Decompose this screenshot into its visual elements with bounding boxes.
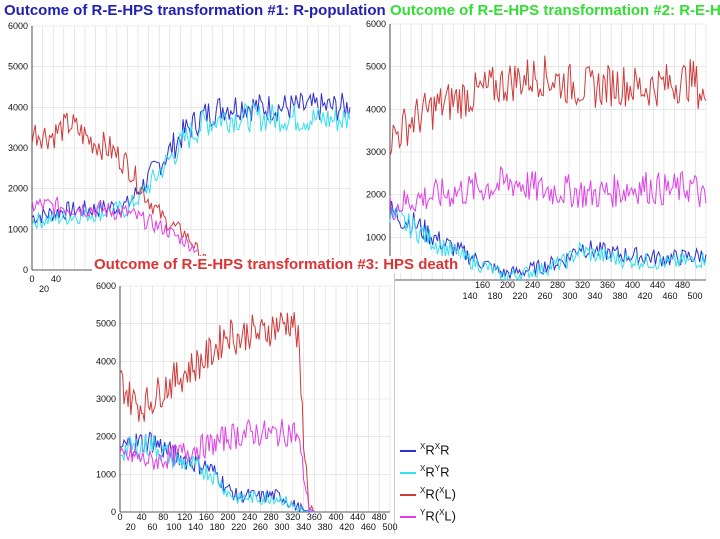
x-tick-label: 260 (253, 522, 268, 532)
x-tick-label: 460 (361, 522, 376, 532)
series-line-xRxR (31, 92, 351, 225)
x-tick-label: 220 (512, 291, 527, 301)
x-tick-label: 140 (188, 522, 203, 532)
series-line-xRyR (119, 434, 315, 514)
y-tick-label: 4000 (366, 104, 386, 114)
y-tick-label: 6000 (366, 19, 386, 29)
x-tick-label: 180 (210, 522, 225, 532)
x-tick-label: 400 (625, 280, 640, 290)
chart3-panel: 0 1000 2000 3000 4000 5000 6000 0 20 40 60 80 100 120… (90, 272, 398, 534)
chart1-panel: 0 1000 2000 3000 4000 5000 6000 0 20 40 (0, 18, 365, 300)
legend: XRXR XRYR XR(XL) YR(XL) (398, 440, 508, 528)
x-tick-label: 300 (274, 522, 289, 532)
x-tick-label: 40 (51, 274, 61, 284)
x-tick-label: 20 (39, 284, 49, 294)
x-tick-label: 420 (339, 522, 354, 532)
y-tick-label: 1000 (366, 232, 386, 242)
legend-swatch (400, 516, 416, 518)
x-tick-label: 60 (147, 522, 157, 532)
x-tick-label: 200 (500, 280, 515, 290)
x-tick-label: 260 (537, 291, 552, 301)
y-tick-label: 6000 (96, 281, 116, 291)
legend-item-xRxR: XRXR (398, 440, 508, 462)
chart3-plot: 0 1000 2000 3000 4000 5000 6000 0 20406080100120… (96, 281, 398, 532)
chart1-title: Outcome of R-E-HPS transformation #1: R-… (4, 2, 386, 19)
y-tick-label: 4000 (96, 356, 116, 366)
y-tick-label: 5000 (8, 62, 28, 72)
x-tick-label: 240 (525, 280, 540, 290)
series-line-xRxL (389, 55, 707, 157)
y-tick-label: 3000 (366, 147, 386, 157)
legend-swatch (400, 472, 416, 474)
x-tick-label: 460 (662, 291, 677, 301)
x-tick-label: 320 (285, 512, 300, 522)
y-tick-label: 4000 (8, 102, 28, 112)
x-tick-label: 280 (550, 280, 565, 290)
x-tick-label: 180 (487, 291, 502, 301)
x-tick-label: 140 (462, 291, 477, 301)
x-tick-label: 360 (307, 512, 322, 522)
x-tick-label: 360 (600, 280, 615, 290)
x-tick-label: 300 (562, 291, 577, 301)
y-tick-label: 3000 (96, 394, 116, 404)
x-tick-label: 0 (29, 274, 34, 284)
y-tick-label: 1000 (96, 469, 116, 479)
y-tick-label: 2000 (8, 184, 28, 194)
series-line-yRxL (31, 196, 198, 254)
x-tick-label: 500 (687, 291, 702, 301)
x-tick-label: 40 (137, 512, 147, 522)
series-line-yRxL (389, 166, 707, 220)
x-tick-label: 380 (318, 522, 333, 532)
x-tick-label: 400 (328, 512, 343, 522)
x-tick-label: 240 (242, 512, 257, 522)
legend-item-xRyR: XRYR (398, 462, 508, 484)
chart2-panel: 1000 2000 3000 4000 5000 6000 140 160 180 200 220 2… (360, 18, 720, 302)
x-tick-label: 160 (475, 280, 490, 290)
legend-swatch (400, 450, 416, 452)
x-tick-label: 500 (382, 522, 397, 532)
series-line-xRxL (119, 312, 315, 513)
x-tick-label: 440 (650, 280, 665, 290)
x-tick-label: 160 (199, 512, 214, 522)
y-tick-label: 5000 (366, 62, 386, 72)
series-line-xRxL (31, 112, 208, 263)
x-tick-label: 480 (372, 512, 387, 522)
legend-item-xRxL: XR(XL) (398, 484, 508, 506)
x-tick-label: 0 (117, 512, 122, 522)
x-tick-label: 120 (177, 512, 192, 522)
x-tick-label: 220 (231, 522, 246, 532)
x-tick-label: 320 (575, 280, 590, 290)
y-tick-label: 1000 (8, 224, 28, 234)
x-tick-label: 480 (675, 280, 690, 290)
x-tick-label: 380 (612, 291, 627, 301)
chart2-title: Outcome of R-E-HPS transformation #2: R-… (390, 2, 720, 19)
x-tick-label: 200 (220, 512, 235, 522)
x-tick-label: 440 (350, 512, 365, 522)
x-tick-label: 340 (587, 291, 602, 301)
y-tick-label: 6000 (8, 21, 28, 31)
y-tick-label: 2000 (96, 432, 116, 442)
x-tick-label: 340 (296, 522, 311, 532)
x-tick-label: 420 (637, 291, 652, 301)
y-tick-label: 0 (111, 507, 116, 517)
series-line-xRyR (389, 206, 707, 282)
chart3-title: Outcome of R-E-HPS transformation #3: HP… (92, 256, 461, 273)
y-tick-label: 5000 (96, 319, 116, 329)
y-tick-label: 0 (23, 265, 28, 275)
legend-swatch (400, 494, 416, 496)
x-tick-label: 80 (158, 512, 168, 522)
x-tick-label: 20 (126, 522, 136, 532)
x-tick-label: 100 (166, 522, 181, 532)
series-line-xRyR (31, 101, 351, 229)
series-line-yRxL (119, 418, 315, 514)
y-tick-label: 3000 (8, 143, 28, 153)
chart2-plot: 1000200030004000500060001401601802002202… (366, 19, 707, 301)
x-tick-label: 280 (264, 512, 279, 522)
legend-item-yRxL: YR(XL) (398, 506, 508, 528)
y-tick-label: 2000 (366, 190, 386, 200)
